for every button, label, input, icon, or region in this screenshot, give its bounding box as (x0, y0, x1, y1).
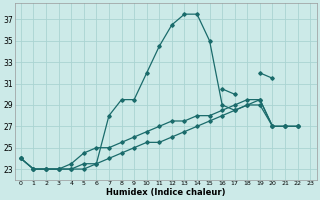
X-axis label: Humidex (Indice chaleur): Humidex (Indice chaleur) (106, 188, 225, 197)
